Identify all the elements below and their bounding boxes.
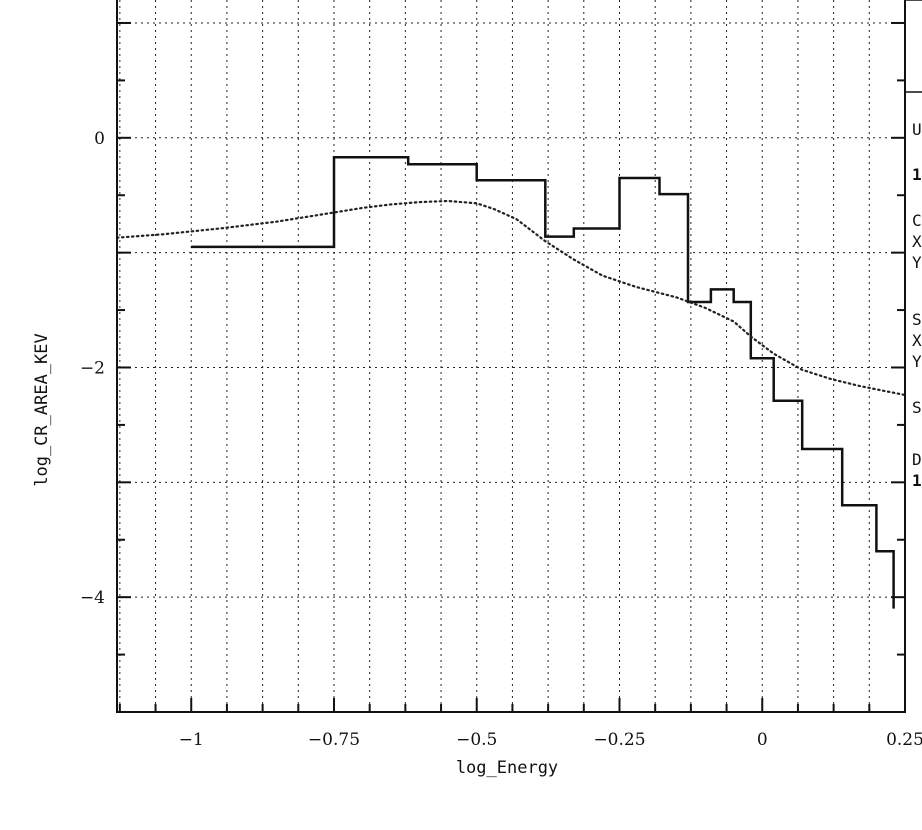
side-panel-line: Y [912,352,922,371]
x-tick-label: −0.25 [593,730,645,750]
series-layer [115,156,907,609]
x-tick-label: 0.25 [886,730,922,750]
y-tick-label: −2 [80,358,105,378]
side-panel-line: 1 [912,471,922,490]
side-panel-line: S [912,310,922,329]
y-tick-label: 0 [94,129,105,149]
series-step-line [191,156,895,609]
side-panel-line: X [912,232,922,251]
tick-labels: −1 −0.75 −0.5 −0.25 0 0.25 0 −2 −4 [80,129,922,750]
x-tick-label: 0 [757,730,768,750]
x-axis-title: log_Energy [456,758,558,778]
side-panel-line: X [912,331,922,350]
side-panel-line: C [912,211,922,230]
y-tick-label: −4 [80,588,105,608]
side-panel-box [904,0,922,93]
series-dotted-line [115,199,907,397]
grid [117,0,906,713]
plot-frame [116,0,906,713]
tick-marks [117,21,906,713]
y-axis-title: log_CR_AREA_KEV [32,333,52,487]
side-panel-line: Y [912,253,922,272]
side-panel-line: S [912,398,922,417]
x-tick-label: −0.75 [308,730,360,750]
side-panel-line: U [912,120,922,139]
side-panel: U 1 C X Y S X Y S D 1 [904,0,922,490]
side-panel-line: 1 [912,165,922,184]
x-tick-label: −0.5 [456,730,497,750]
x-tick-label: −1 [179,730,204,750]
side-panel-line: D [912,450,922,469]
